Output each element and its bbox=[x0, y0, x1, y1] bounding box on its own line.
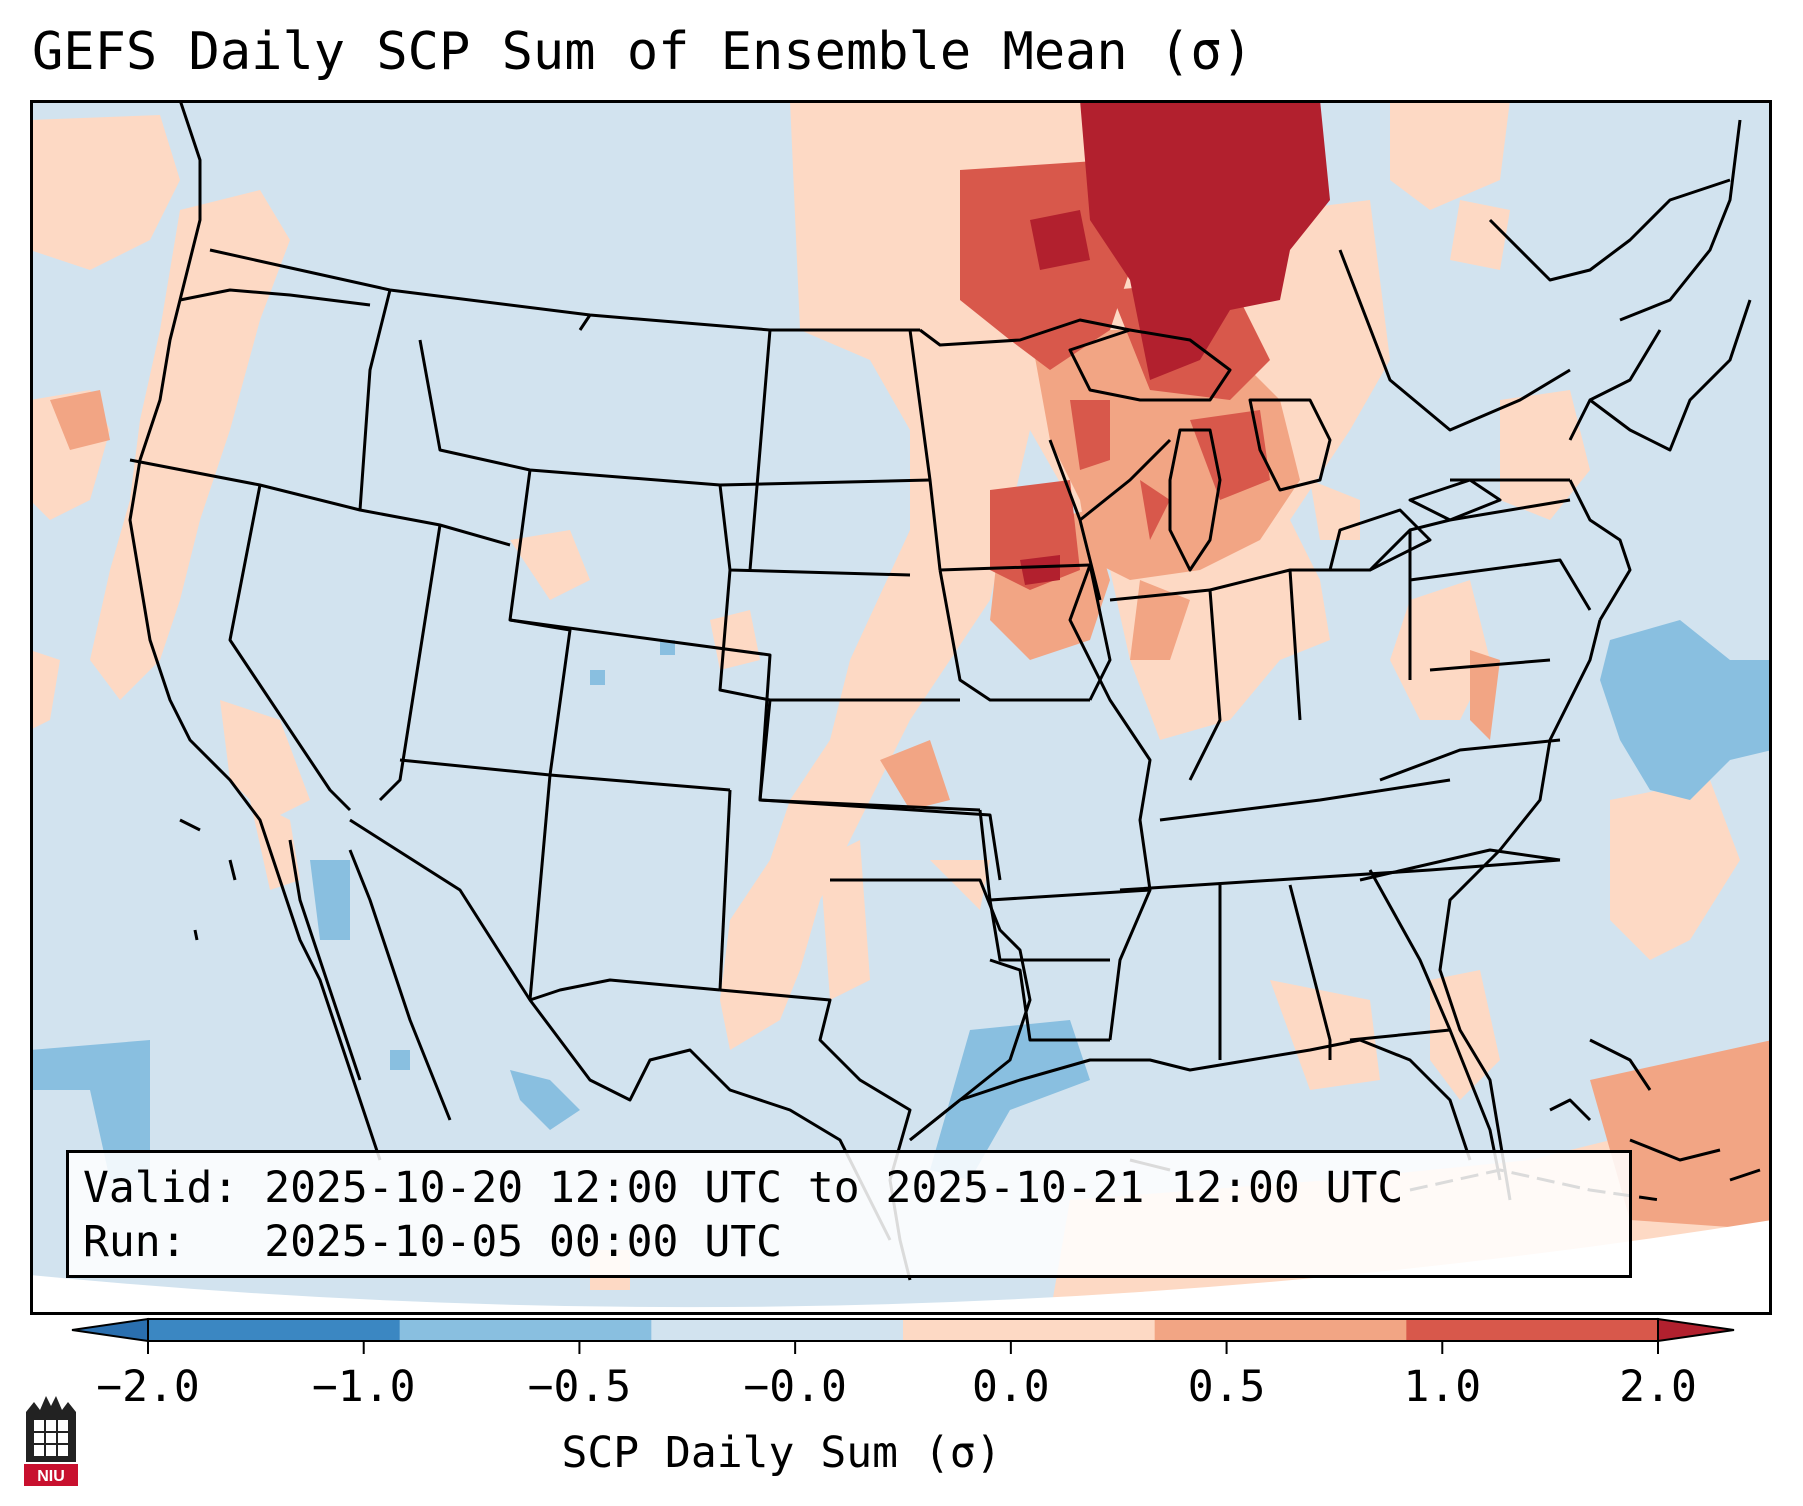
valid-label: Valid: bbox=[83, 1163, 239, 1213]
colorbar-tick-label: 2.0 bbox=[1619, 1362, 1697, 1412]
colorbar-segment bbox=[1406, 1319, 1659, 1341]
valid-run-infobox: Valid: 2025-10-20 12:00 UTC to 2025-10-2… bbox=[66, 1150, 1632, 1278]
colorbar-segment bbox=[651, 1319, 904, 1341]
anomaly-field-blue bbox=[30, 620, 1772, 1180]
chart-title: GEFS Daily SCP Sum of Ensemble Mean (σ) bbox=[32, 22, 1253, 82]
anomaly-field-dark-red bbox=[1020, 100, 1330, 585]
colorbar-label: SCP Daily Sum (σ) bbox=[561, 1428, 1002, 1478]
colorbar-extend-high bbox=[1657, 1317, 1735, 1343]
niu-logo: NIU bbox=[24, 1396, 78, 1486]
map-domain-edge bbox=[30, 1220, 1772, 1315]
colorbar-tick-label: −0.0 bbox=[743, 1362, 847, 1412]
colorbar-segment bbox=[1154, 1319, 1407, 1341]
colorbar-segment bbox=[148, 1319, 401, 1341]
colorbar-tick-label: −0.5 bbox=[527, 1362, 632, 1412]
run-label: Run: bbox=[83, 1217, 187, 1267]
colorbar-segment bbox=[399, 1319, 652, 1341]
colorbar-segment bbox=[903, 1319, 1156, 1341]
map-frame bbox=[30, 100, 1772, 1315]
logo-text: NIU bbox=[37, 1468, 65, 1485]
colorbar-frame bbox=[147, 1318, 1659, 1342]
colorbar-tick-label: −1.0 bbox=[311, 1362, 416, 1412]
colorbar-tick-label: 0.0 bbox=[972, 1362, 1050, 1412]
colorbar-tick-label: −2.0 bbox=[96, 1362, 200, 1412]
colorbar-tick-label: 1.0 bbox=[1403, 1362, 1482, 1412]
colorbar-tick-label: 0.5 bbox=[1187, 1362, 1266, 1412]
map-panel bbox=[30, 100, 1772, 1315]
run-time: 2025-10-05 00:00 UTC bbox=[264, 1217, 782, 1267]
colorbar-extend-low bbox=[71, 1317, 149, 1343]
colorbar bbox=[71, 1317, 1735, 1354]
valid-time: 2025-10-20 12:00 UTC to 2025-10-21 12:00… bbox=[264, 1163, 1404, 1213]
